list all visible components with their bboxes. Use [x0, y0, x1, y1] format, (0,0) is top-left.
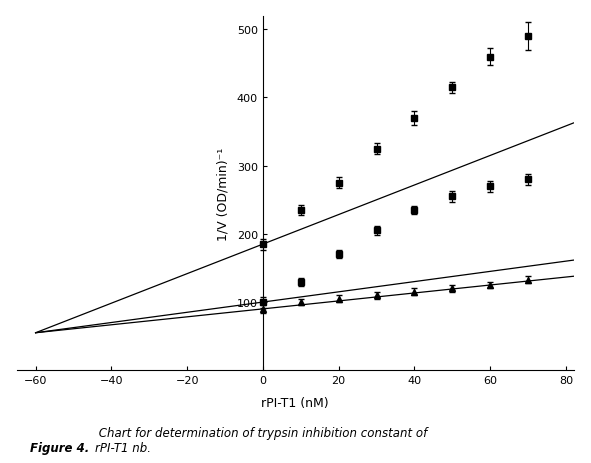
X-axis label: rPI-T1 (nM): rPI-T1 (nM) [261, 396, 329, 409]
Text: Figure 4.: Figure 4. [30, 441, 89, 454]
Y-axis label: 1/V (OD/min)⁻¹: 1/V (OD/min)⁻¹ [217, 147, 230, 240]
Text: Chart for determination of trypsin inhibition constant of
rPI-T1 nb.: Chart for determination of trypsin inhib… [95, 426, 427, 454]
